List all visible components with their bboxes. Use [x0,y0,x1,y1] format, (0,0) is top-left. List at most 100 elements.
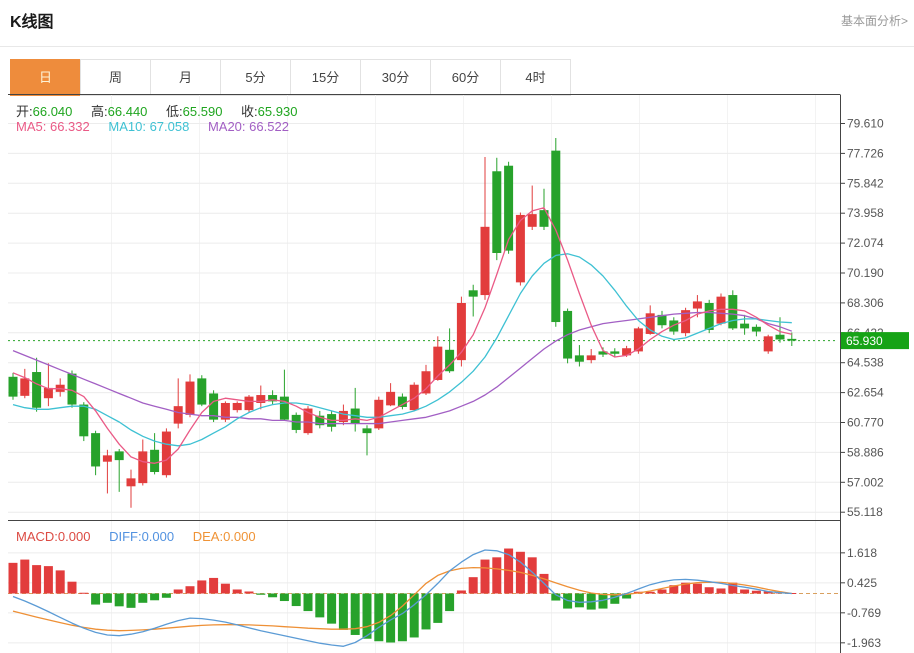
macd-bar [657,589,667,594]
candle-body [692,301,702,309]
svg-text:-1.963: -1.963 [847,636,881,650]
candle-body [220,402,230,420]
macd-bar [716,588,726,594]
macd-bar [197,580,207,594]
macd-bar [338,593,348,630]
kline-chart[interactable]: 79.610 77.726 75.842 73.958 72.074 70.190 68.3… [0,90,914,653]
current-price-badge: 65.930 [841,332,909,350]
candle-body [669,320,679,332]
candle-body [763,336,773,352]
candle-body [728,295,738,329]
svg-text:58.886: 58.886 [847,445,884,459]
diff-line [12,549,792,647]
candle-body [161,431,171,476]
tab-timeframe-6[interactable]: 60分 [430,59,501,96]
macd-bar [79,592,89,594]
macd-bar [763,591,773,594]
close-value: 65.930 [257,104,298,119]
candle-body [114,451,124,461]
ma5-value: 66.332 [49,119,90,134]
candle-body [504,165,514,251]
chart-area: 79.610 77.726 75.842 73.958 72.074 70.190 68.3… [0,90,914,653]
candle-body [751,326,761,332]
candle-body [433,346,443,380]
candle-body [173,406,183,424]
macd-bar [291,593,301,607]
macd-value: 0.000 [57,529,91,544]
candle-body [362,428,372,434]
macd-bar [303,593,313,612]
dea-line [12,566,792,632]
macd-bar [102,593,112,603]
candle-body [468,290,478,297]
macd-bar [445,593,455,612]
tab-timeframe-2[interactable]: 月 [150,59,221,96]
macd-bar [704,587,714,594]
tab-timeframe-7[interactable]: 4时 [500,59,571,96]
timeframe-tabbar: 日周月 5分 15分 30分 60分 4时 [10,59,571,96]
svg-text:65.930: 65.930 [846,334,883,348]
candle-body [20,378,30,396]
macd-bar [598,593,608,609]
macd-bar [244,591,254,594]
macd-label: MACD: [16,529,58,544]
ma10-label: MA10: [108,119,146,134]
candle-body [704,302,714,330]
header-divider [0,46,914,47]
macd-bar [681,582,691,594]
candle-body [445,349,455,372]
macd-bar [751,590,761,594]
macd-bar [220,583,230,594]
candle-body [268,395,278,402]
macd-bar [669,585,679,594]
candle-body [197,378,207,405]
macd-legend: MACD:0.000 DIFF:0.000 DEA:0.000 [16,529,271,544]
svg-text:60.770: 60.770 [847,416,884,430]
candle-body [8,376,18,397]
candle-body [574,355,584,362]
candle-body [397,396,407,407]
svg-text:62.654: 62.654 [847,386,884,400]
candle-body [315,415,325,426]
macd-bar [315,593,325,618]
ma10-value: 67.058 [149,119,190,134]
macd-bar [279,593,289,602]
tab-timeframe-1[interactable]: 周 [80,59,151,96]
low-label: 低: [166,104,183,119]
macd-bar [161,593,171,598]
candle-body [67,373,77,405]
macd-bar [32,565,42,594]
macd-bar [20,559,30,594]
macd-bar [551,593,561,601]
macd-bar [610,593,620,604]
price-axis-labels: 79.610 77.726 75.842 73.958 72.074 70.190 68.3… [847,117,884,650]
tab-timeframe-0[interactable]: 日 [10,59,81,96]
fundamental-analysis-link[interactable]: 基本面分析> [840,14,908,28]
ma5-label: MA5: [16,119,47,134]
macd-bar [327,593,337,624]
candle-body [527,214,537,227]
dea-label: DEA: [192,529,224,544]
macd-bar [185,586,195,594]
svg-text:57.002: 57.002 [847,475,884,489]
candle-body [645,313,655,334]
macd-bar [150,593,160,601]
macd-bar [268,593,278,598]
tab-timeframe-4[interactable]: 15分 [290,59,361,96]
macd-bar [480,559,490,594]
candle-body [374,399,384,429]
svg-text:0.425: 0.425 [847,576,877,590]
svg-text:55.118: 55.118 [847,505,883,519]
chart-frame [8,94,841,653]
candle-body [244,396,254,411]
candle-body [539,210,549,227]
svg-text:79.610: 79.610 [847,117,884,131]
svg-text:-0.769: -0.769 [847,606,881,620]
candle-body [150,449,160,473]
macd-histogram [8,548,797,643]
candle-body [421,371,431,394]
svg-text:64.538: 64.538 [847,356,884,370]
dea-value: 0.000 [223,529,256,544]
candle-body [598,351,608,355]
close-label: 收: [241,104,258,119]
